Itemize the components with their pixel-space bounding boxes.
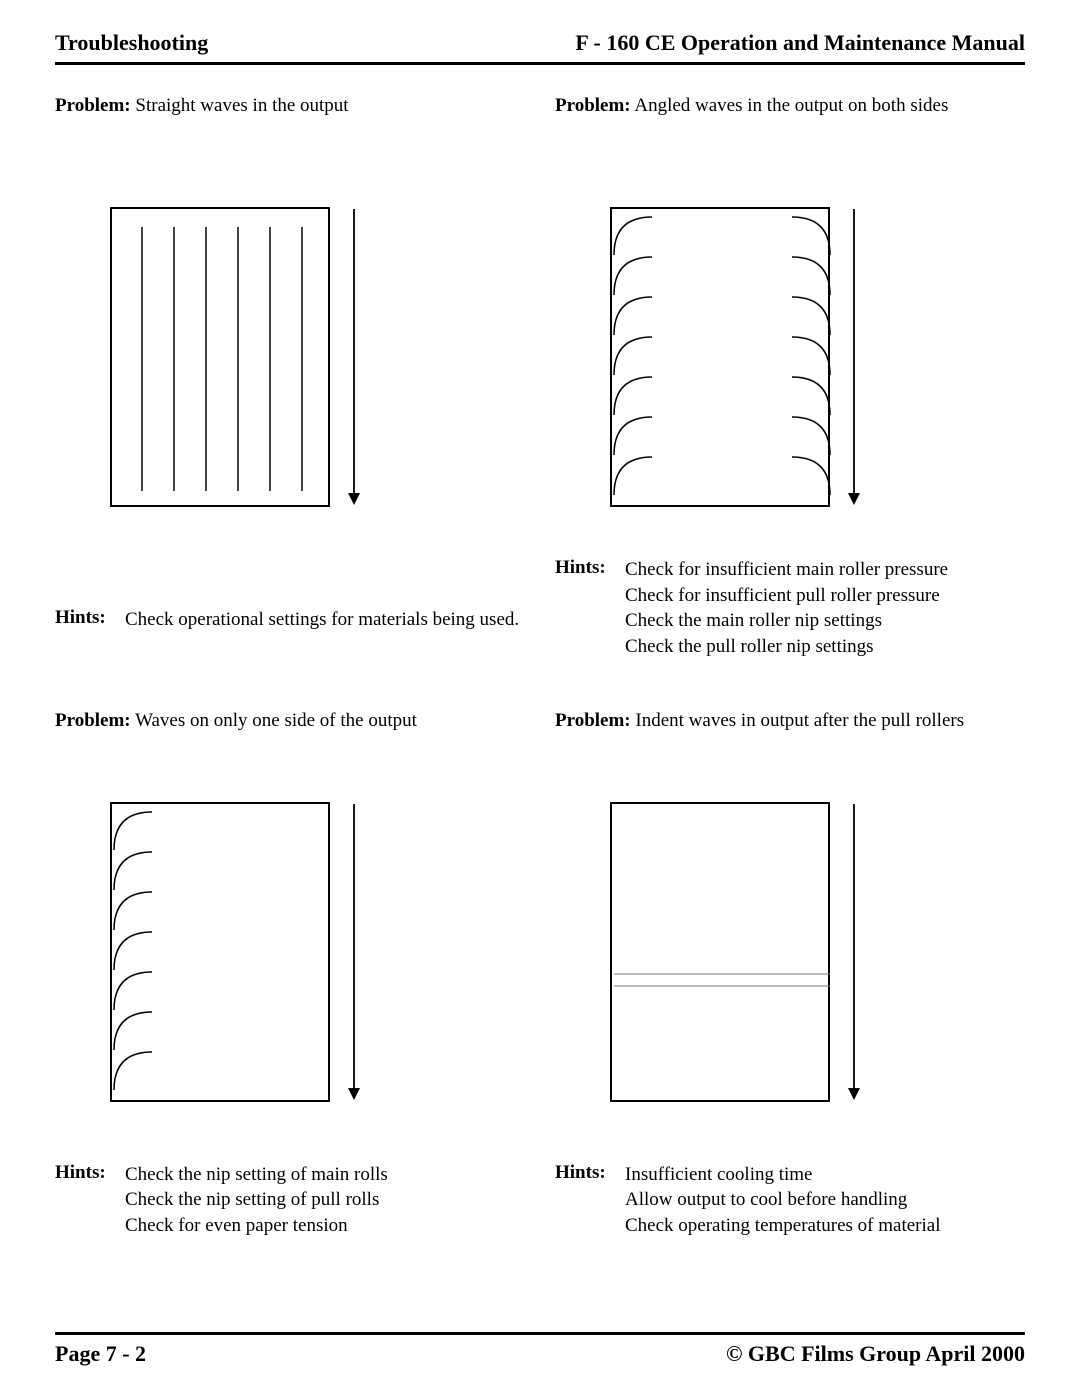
diagram-straight [110, 207, 525, 507]
hint-line: Check the pull roller nip settings [625, 634, 1025, 660]
hints-label: Hints: [555, 1162, 615, 1239]
footer-left: Page 7 - 2 [55, 1341, 146, 1367]
diagram-indent [610, 802, 1025, 1102]
angled-both-svg [612, 209, 832, 509]
problem-text: Indent waves in output after the pull ro… [635, 710, 964, 731]
manual-page: Troubleshooting F - 160 CE Operation and… [0, 0, 1080, 1397]
hint-line: Check for even paper tension [125, 1213, 525, 1239]
header-right: F - 160 CE Operation and Maintenance Man… [575, 30, 1025, 56]
feed-arrow-icon [844, 207, 864, 507]
hint-line: Allow output to cool before handling [625, 1187, 1025, 1213]
hints-block: Hints: Check for insufficient main rolle… [555, 557, 1025, 660]
angled-left-svg [112, 804, 332, 1104]
page-header: Troubleshooting F - 160 CE Operation and… [55, 30, 1025, 65]
cell-indent-band: Problem: Indent waves in output after th… [555, 710, 1025, 1239]
hint-line: Check the nip setting of main rolls [125, 1162, 525, 1188]
problem-text: Straight waves in the output [135, 95, 348, 116]
diagram-box [110, 802, 330, 1102]
hints-block: Hints: Insufficient cooling timeAllow ou… [555, 1162, 1025, 1239]
hints-lines: Check the nip setting of main rollsCheck… [125, 1162, 525, 1239]
problem-label: Problem: [555, 95, 631, 116]
header-left: Troubleshooting [55, 30, 208, 56]
cell-straight-waves: Problem: Straight waves in the output Hi… [55, 95, 525, 660]
diagram-box [610, 207, 830, 507]
cell-angled-both: Problem: Angled waves in the output on b… [555, 95, 1025, 660]
hints-lines: Check for insufficient main roller press… [625, 557, 1025, 660]
hint-line: Insufficient cooling time [625, 1162, 1025, 1188]
straight-lines-svg [112, 209, 332, 509]
feed-arrow-icon [344, 207, 364, 507]
hints-label: Hints: [555, 557, 615, 660]
indent-band-svg [612, 804, 832, 1104]
diagram-angled-left [110, 802, 525, 1102]
hint-line: Check operational settings for materials… [125, 607, 525, 633]
hint-line: Check for insufficient main roller press… [625, 557, 1025, 583]
hints-lines: Insufficient cooling timeAllow output to… [625, 1162, 1025, 1239]
problem-line: Problem: Indent waves in output after th… [555, 710, 1025, 732]
feed-arrow-icon [344, 802, 364, 1102]
hint-line: Check operating temperatures of material [625, 1213, 1025, 1239]
hints-lines: Check operational settings for materials… [125, 607, 525, 633]
problem-line: Problem: Straight waves in the output [55, 95, 525, 117]
hints-label: Hints: [55, 1162, 115, 1239]
content-grid: Problem: Straight waves in the output Hi… [55, 95, 1025, 1238]
footer-right: © GBC Films Group April 2000 [726, 1341, 1025, 1367]
problem-label: Problem: [55, 95, 131, 116]
hint-line: Check the main roller nip settings [625, 608, 1025, 634]
diagram-box [110, 207, 330, 507]
problem-label: Problem: [55, 710, 131, 731]
diagram-box [610, 802, 830, 1102]
hints-label: Hints: [55, 607, 115, 633]
problem-text: Waves on only one side of the output [135, 710, 417, 731]
problem-label: Problem: [555, 710, 631, 731]
diagram-angled-both [610, 207, 1025, 507]
cell-angled-left: Problem: Waves on only one side of the o… [55, 710, 525, 1239]
problem-line: Problem: Angled waves in the output on b… [555, 95, 1025, 117]
hint-line: Check the nip setting of pull rolls [125, 1187, 525, 1213]
hints-block: Hints: Check operational settings for ma… [55, 607, 525, 633]
hints-block: Hints: Check the nip setting of main rol… [55, 1162, 525, 1239]
problem-text: Angled waves in the output on both sides [634, 95, 948, 116]
hint-line: Check for insufficient pull roller press… [625, 583, 1025, 609]
feed-arrow-icon [844, 802, 864, 1102]
page-footer: Page 7 - 2 © GBC Films Group April 2000 [55, 1332, 1025, 1367]
problem-line: Problem: Waves on only one side of the o… [55, 710, 525, 732]
